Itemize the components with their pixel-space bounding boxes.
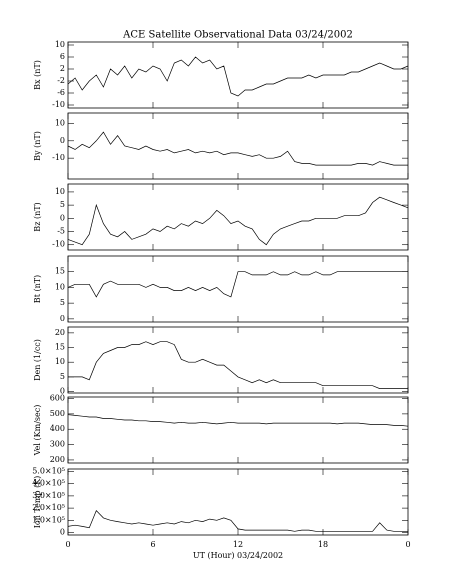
panel-frame — [67, 41, 409, 109]
y-tick-label: 10 — [55, 40, 65, 49]
y-tick-label: 0 — [60, 136, 65, 145]
y-tick-label: 600 — [50, 394, 65, 403]
x-tick-label: 0 — [65, 540, 70, 549]
y-tick-label: 1.0×10⁵ — [32, 515, 65, 524]
y-tick-label: 2 — [60, 64, 65, 73]
panel-frame — [67, 396, 409, 464]
y-tick-label: -6 — [57, 88, 65, 97]
y-axis-label: Vel (Km/sec) — [33, 405, 42, 457]
y-tick-label: 0 — [60, 213, 65, 222]
y-tick-label: 0 — [60, 528, 65, 537]
y-axis-label: Bt (nT) — [33, 275, 42, 303]
y-tick-label: 10 — [55, 187, 65, 196]
y-tick-label: 10 — [55, 357, 65, 366]
data-line — [67, 271, 408, 298]
y-axis-label: Bz (nT) — [33, 202, 42, 231]
y-tick-label: 400 — [50, 424, 65, 433]
y-tick-label: 15 — [55, 343, 65, 352]
y-axis-label: Ion Temp (K) — [33, 476, 42, 529]
x-tick-label: 18 — [318, 540, 328, 549]
y-tick-label: -10 — [52, 153, 65, 162]
y-tick-label: 5 — [60, 200, 65, 209]
y-tick-label: -2 — [57, 76, 65, 85]
y-tick-label: 10 — [55, 282, 65, 291]
data-line — [67, 509, 408, 532]
y-tick-label: 0 — [60, 387, 65, 396]
y-axis-label: By (nT) — [33, 131, 42, 161]
y-tick-label: 10 — [55, 118, 65, 127]
y-tick-label: 5 — [60, 372, 65, 381]
y-axis-label: Den (1/cc) — [33, 339, 42, 381]
x-tick-label: 12 — [233, 540, 243, 549]
y-axis-label: Bx (nT) — [33, 60, 42, 90]
y-tick-label: 15 — [55, 267, 65, 276]
y-tick-label: 2.0×10⁵ — [32, 503, 65, 512]
y-tick-label: 0 — [60, 314, 65, 323]
panel-frame — [67, 468, 409, 536]
y-tick-label: 5 — [60, 298, 65, 307]
y-tick-label: 6 — [60, 52, 65, 61]
y-tick-label: 3.0×10⁵ — [32, 491, 65, 500]
y-tick-label: 5.0×10⁵ — [32, 466, 65, 475]
y-tick-label: -10 — [52, 100, 65, 109]
data-line — [67, 414, 409, 427]
data-line — [67, 56, 409, 97]
panel-frame — [67, 326, 409, 394]
y-tick-label: 20 — [55, 328, 65, 337]
data-line — [67, 196, 409, 246]
panel-frame — [67, 255, 409, 323]
y-tick-label: 500 — [50, 409, 65, 418]
y-tick-label: 4.0×10⁵ — [32, 479, 65, 488]
data-line — [68, 341, 408, 389]
chart-title: ACE Satellite Observational Data 03/24/2… — [122, 30, 353, 41]
data-line — [67, 131, 408, 166]
y-tick-label: -10 — [52, 240, 65, 249]
y-tick-label: -5 — [57, 227, 65, 236]
y-tick-label: 200 — [50, 455, 65, 464]
panel-frame — [67, 112, 409, 180]
panel-frame — [67, 183, 409, 251]
x-tick-label: 0 — [405, 540, 410, 549]
x-tick-label: 6 — [150, 540, 155, 549]
x-axis-label: UT (Hour) 03/24/2002 — [193, 551, 283, 560]
y-tick-label: 300 — [50, 440, 65, 449]
